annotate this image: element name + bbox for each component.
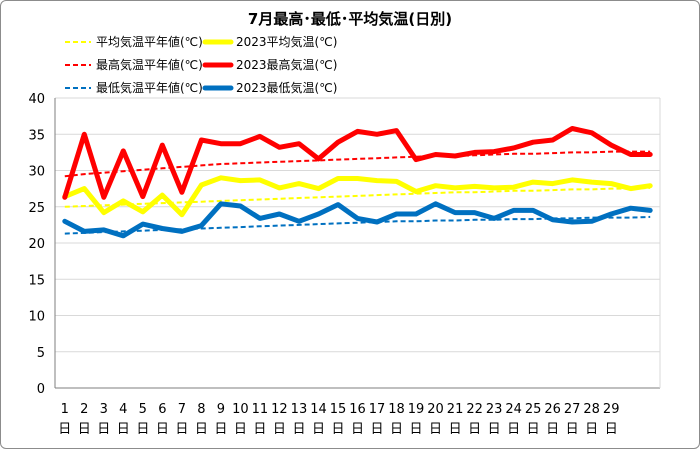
x-tick-suffix-8: 日 [195,422,208,437]
x-tick-suffix-12: 日 [273,422,286,437]
legend-label-1-0: 最高気温平年値(℃) [96,57,203,72]
x-tick-label-22: 22 [466,402,483,417]
x-tick-suffix-14: 日 [312,422,325,437]
x-tick-label-9: 9 [217,402,225,417]
y-tick-label-10: 10 [28,310,45,325]
y-tick-label-25: 25 [28,201,45,216]
x-tick-suffix-29: 日 [605,422,618,437]
x-tick-suffix-10: 日 [234,422,247,437]
x-tick-label-5: 5 [139,402,147,417]
y-tick-label-30: 30 [28,165,45,180]
x-tick-label-18: 18 [388,402,405,417]
legend-label-0-1: 2023平均気温(℃) [236,34,337,49]
x-tick-suffix-20: 日 [429,422,442,437]
x-tick-label-8: 8 [197,402,205,417]
x-tick-label-26: 26 [544,402,561,417]
x-tick-suffix-18: 日 [390,422,403,437]
y-tick-label-0: 0 [37,382,45,397]
x-tick-label-11: 11 [252,402,269,417]
x-tick-label-24: 24 [505,402,522,417]
x-tick-suffix-15: 日 [331,422,344,437]
x-tick-suffix-6: 日 [156,422,169,437]
x-tick-label-17: 17 [369,402,386,417]
y-tick-label-35: 35 [28,128,45,143]
x-tick-label-1: 1 [61,402,69,417]
x-tick-suffix-11: 日 [253,422,266,437]
x-tick-label-21: 21 [447,402,464,417]
x-tick-label-3: 3 [100,402,108,417]
x-tick-label-7: 7 [178,402,186,417]
x-tick-suffix-3: 日 [97,422,110,437]
x-tick-suffix-2: 日 [78,422,91,437]
x-tick-label-4: 4 [119,402,127,417]
x-tick-label-16: 16 [349,402,366,417]
x-tick-label-12: 12 [271,402,288,417]
x-tick-suffix-27: 日 [566,422,579,437]
x-tick-suffix-21: 日 [449,422,462,437]
legend: 平均気温平年値(℃) 2023平均気温(℃) 最高気温平年値(℃) 2023最高気温(… [65,34,337,95]
x-tick-labels: 1日2日3日4日5日6日7日8日9日10日11日12日13日14日15日16日1… [58,402,619,437]
y-tick-label-15: 15 [28,273,45,288]
x-tick-suffix-13: 日 [292,422,305,437]
legend-label-0-0: 平均気温平年値(℃) [96,34,203,49]
x-tick-label-23: 23 [486,402,503,417]
series-line-1 [62,175,653,218]
x-tick-label-20: 20 [427,402,444,417]
x-tick-label-10: 10 [232,402,249,417]
x-tick-suffix-25: 日 [527,422,540,437]
x-tick-label-19: 19 [408,402,425,417]
x-tick-suffix-23: 日 [488,422,501,437]
x-tick-label-28: 28 [583,402,600,417]
legend-label-2-0: 最低気温平年値(℃) [96,80,203,95]
x-tick-label-2: 2 [80,402,88,417]
series-line-5 [62,201,653,239]
series-line-3 [62,126,653,200]
x-tick-label-15: 15 [330,402,347,417]
x-tick-label-13: 13 [291,402,308,417]
x-tick-suffix-17: 日 [371,422,384,437]
x-tick-suffix-1: 日 [58,422,71,437]
x-tick-suffix-19: 日 [410,422,423,437]
x-tick-suffix-4: 日 [117,422,130,437]
x-tick-label-29: 29 [603,402,620,417]
x-tick-suffix-28: 日 [585,422,598,437]
x-tick-label-27: 27 [564,402,581,417]
x-tick-suffix-9: 日 [214,422,227,437]
x-tick-suffix-5: 日 [136,422,149,437]
x-tick-suffix-24: 日 [507,422,520,437]
series-line-0 [64,186,651,208]
legend-label-1-1: 2023最高気温(℃) [236,57,337,72]
y-tick-labels: 0 5 10 15 20 25 30 35 40 [28,92,45,397]
y-tick-label-20: 20 [28,237,45,252]
axes [54,98,661,389]
series-line-2 [64,150,651,178]
legend-label-2-1: 2023最低気温(℃) [236,80,337,95]
x-tick-suffix-22: 日 [468,422,481,437]
x-tick-label-14: 14 [310,402,327,417]
series-lines [62,126,653,239]
y-tick-label-5: 5 [37,346,45,361]
x-tick-suffix-7: 日 [175,422,188,437]
chart-title: 7月最高･最低･平均気温(日別) [248,10,452,28]
x-tick-suffix-26: 日 [546,422,559,437]
x-tick-label-6: 6 [158,402,166,417]
y-tick-label-40: 40 [28,92,45,107]
x-tick-suffix-16: 日 [351,422,364,437]
x-tick-label-25: 25 [525,402,542,417]
